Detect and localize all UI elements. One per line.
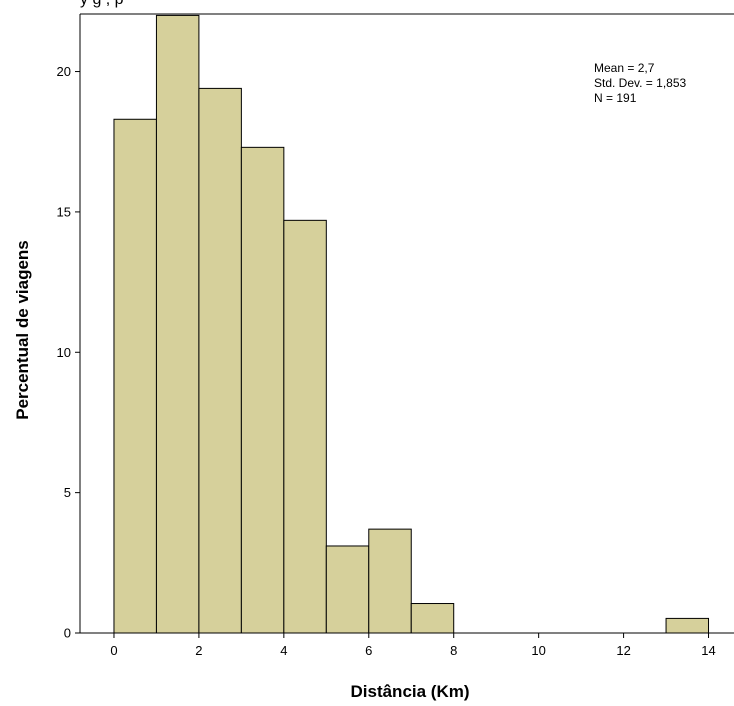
y-axis-title: Percentual de viagens: [13, 240, 32, 420]
bars-group: [113, 14, 710, 634]
x-tick-label: 4: [280, 643, 287, 658]
y-tick-label: 10: [57, 345, 71, 360]
histogram-bar-7: [410, 603, 455, 634]
y-tick-label: 0: [64, 626, 71, 641]
stats-n: N = 191: [594, 91, 637, 105]
x-tick-label: 0: [110, 643, 117, 658]
x-tick-label: 10: [531, 643, 545, 658]
x-axis-ticks: 0 2 4 6 8 10 12 14: [110, 633, 716, 658]
histogram-bar-1: [155, 14, 200, 634]
stats-box: Mean = 2,7 Std. Dev. = 1,853 N = 191: [594, 61, 686, 105]
histogram-bar-3: [240, 146, 285, 634]
y-tick-label: 20: [57, 64, 71, 79]
histogram-bar-8: [665, 617, 710, 634]
x-tick-label: 2: [195, 643, 202, 658]
histogram-bar-6: [368, 528, 412, 634]
histogram-bar-4: [283, 219, 327, 634]
y-tick-label: 5: [64, 485, 71, 500]
y-axis-ticks: 0 5 10 15 20: [57, 64, 80, 641]
stats-mean: Mean = 2,7: [594, 61, 655, 75]
histogram-bar-5: [325, 545, 370, 634]
x-tick-label: 8: [450, 643, 457, 658]
histogram-bar-0: [113, 118, 157, 634]
x-tick-label: 12: [616, 643, 630, 658]
x-tick-label: 6: [365, 643, 372, 658]
chart-title-cropped: y g , p: [80, 0, 734, 9]
stats-std-dev: Std. Dev. = 1,853: [594, 76, 686, 90]
x-axis-title: Distância (Km): [350, 682, 469, 701]
y-tick-label: 15: [57, 204, 71, 219]
histogram-bar-2: [198, 87, 242, 634]
x-tick-label: 14: [701, 643, 715, 658]
